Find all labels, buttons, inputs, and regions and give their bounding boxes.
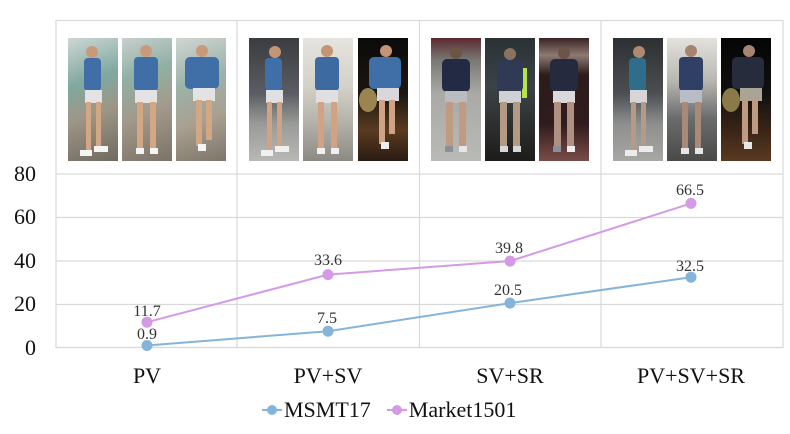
person-photo-pvsvsr-2 bbox=[667, 38, 717, 161]
person-photo-pvsv-1 bbox=[249, 38, 299, 161]
person-photo-svsr-1 bbox=[431, 38, 481, 161]
msmt17-marker bbox=[685, 271, 697, 283]
x-tick-label-pv-sv: PV+SV bbox=[293, 363, 363, 388]
x-tick-label-sv-sr: SV+SR bbox=[476, 363, 544, 388]
msmt17-legend-marker-icon bbox=[262, 403, 282, 417]
legend-label: Market1501 bbox=[408, 397, 517, 422]
person-photo-pvsv-3 bbox=[358, 38, 408, 161]
person-photo-pv-3 bbox=[176, 38, 226, 161]
person-photo-pvsvsr-3 bbox=[721, 38, 771, 161]
data-label-market1501: 11.7 bbox=[133, 303, 161, 320]
y-tick-label: 20 bbox=[14, 291, 36, 316]
market1501-marker bbox=[322, 269, 334, 281]
y-tick-label: 80 bbox=[14, 161, 36, 186]
msmt17-marker bbox=[141, 340, 153, 351]
x-tick-label-pv: PV bbox=[132, 363, 162, 388]
data-label-msmt17: 0.9 bbox=[137, 326, 157, 343]
data-label-msmt17: 7.5 bbox=[317, 310, 337, 327]
msmt17-marker bbox=[504, 297, 516, 309]
market1501-legend-marker-icon bbox=[386, 403, 407, 417]
msmt17-marker bbox=[322, 325, 334, 337]
data-label-market1501: 66.5 bbox=[676, 182, 704, 199]
market1501-line bbox=[146, 202, 692, 324]
msmt17-line bbox=[146, 276, 692, 347]
y-tick-label: 40 bbox=[14, 248, 36, 273]
person-photo-svsr-2 bbox=[485, 38, 535, 161]
data-label-msmt17: 20.5 bbox=[494, 282, 522, 299]
legend-item-msmt17: MSMT17 bbox=[262, 397, 371, 423]
person-photo-pv-2 bbox=[122, 38, 172, 161]
market1501-marker bbox=[685, 197, 697, 209]
legend-item-market1501: Market1501 bbox=[386, 397, 517, 423]
market1501-marker bbox=[141, 316, 153, 328]
data-label-market1501: 39.8 bbox=[495, 240, 523, 257]
legend-label: MSMT17 bbox=[284, 397, 371, 422]
person-photo-pvsv-2 bbox=[303, 38, 353, 161]
person-photo-pvsvsr-1 bbox=[613, 38, 663, 161]
person-photo-svsr-3 bbox=[539, 38, 589, 161]
chart-legend: MSMT17 Market1501 bbox=[262, 397, 516, 423]
market1501-marker bbox=[504, 255, 516, 267]
x-tick-label-pv-sv-sr: PV+SV+SR bbox=[637, 363, 745, 388]
person-photo-pv-1 bbox=[68, 38, 118, 161]
y-tick-label: 60 bbox=[14, 204, 36, 229]
data-label-msmt17: 32.5 bbox=[676, 258, 704, 275]
data-label-market1501: 33.6 bbox=[314, 252, 342, 269]
y-tick-label: 0 bbox=[25, 335, 36, 360]
